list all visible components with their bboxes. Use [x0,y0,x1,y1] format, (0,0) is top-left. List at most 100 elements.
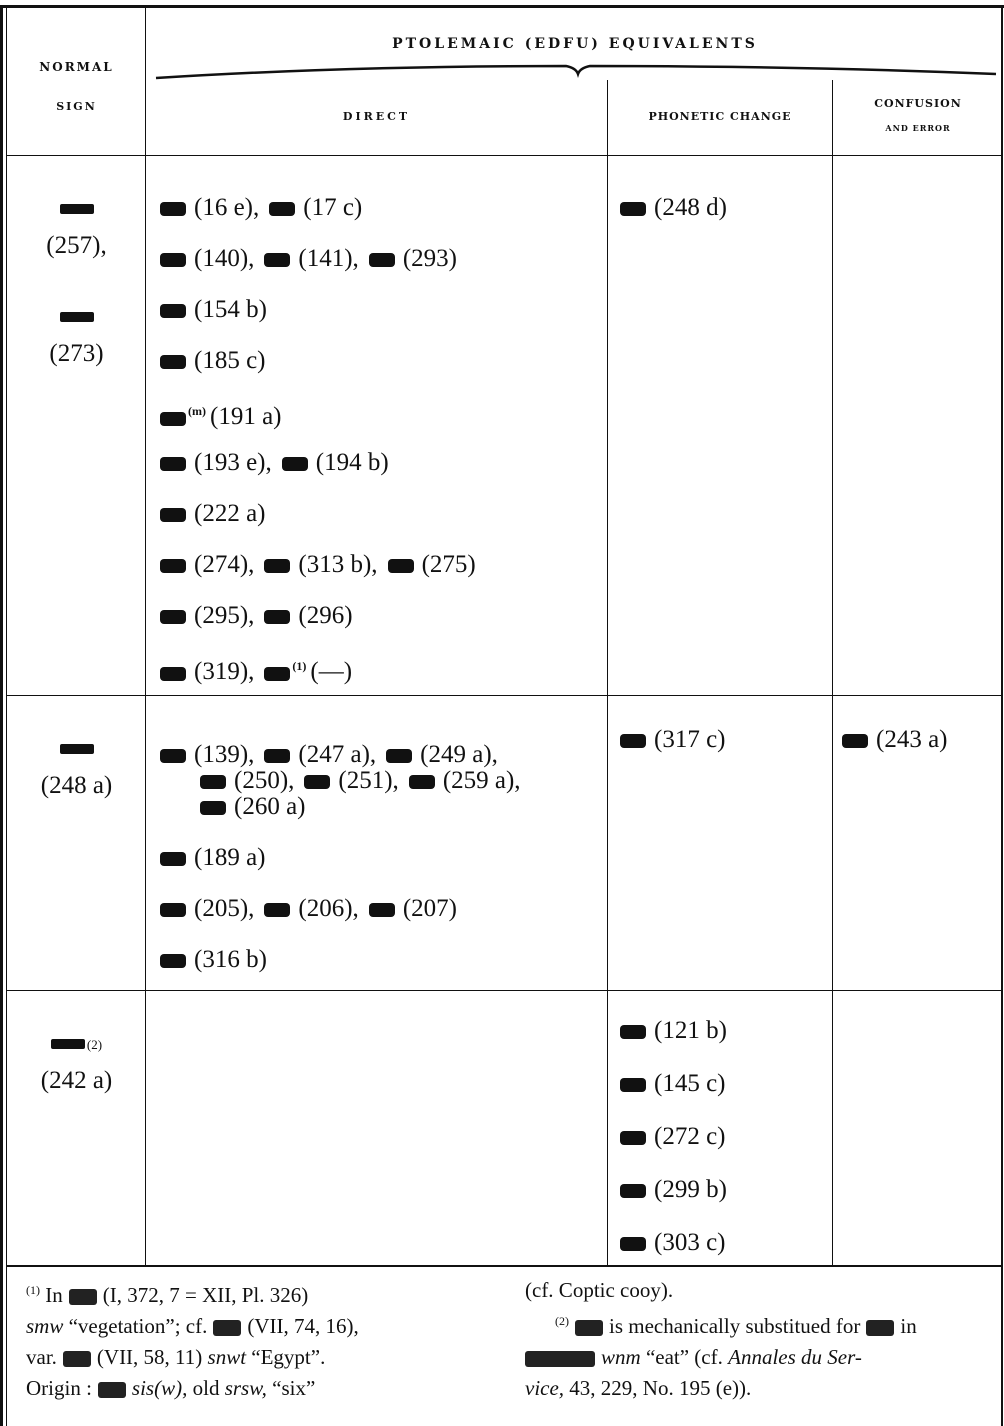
glyph-line [8,301,145,329]
hieroglyph [620,1131,646,1146]
reference: (141), [298,245,359,272]
entry: (154 b) [160,296,267,323]
rule [7,990,1002,991]
entry-line: (222 a) [160,488,607,539]
rule [7,155,1002,156]
reference: (140), [194,245,255,272]
text: snwt [207,1345,247,1369]
text: var. [26,1345,57,1369]
hieroglyph [160,852,186,867]
reference: (—) [310,658,353,686]
text: (cf. Coptic cooy). [525,1278,674,1302]
reference: (257), [46,232,107,259]
entry: (194 b) [281,449,389,476]
entry: (185 c) [160,347,266,374]
text: 43, 229, No. 195 (e)). [569,1376,752,1400]
entry-line: (193 e), (194 b) [160,437,607,488]
hieroglyph [620,1025,646,1040]
entry: (248 d) [620,194,727,221]
reference: (247 a), [298,741,377,768]
hieroglyph [160,411,186,426]
reference: (273) [49,340,104,367]
text: wnm [601,1345,641,1369]
superscript: (2) [86,1037,103,1052]
rule [607,80,608,1265]
phonetic-cell: (248 d) [620,155,832,695]
reference: (274), [194,551,255,578]
reference: (193 e), [194,449,272,476]
hieroglyph [160,903,186,918]
note-mark: (2) [555,1314,569,1328]
entry-line: (250), (251), (259 a), [160,768,607,794]
header: AND ERROR [885,123,951,133]
hieroglyph [620,734,646,749]
text: “Egypt”. [251,1345,326,1369]
hieroglyph [160,253,186,268]
hieroglyph [368,253,395,268]
reference: (222 a) [194,500,266,527]
hieroglyph [620,202,646,217]
glyph-line [8,733,145,761]
entry: (303 c) [620,1229,726,1256]
confusion-cell: (243 a) [842,695,1004,990]
entry: (140), [160,245,254,272]
hieroglyph [50,1039,85,1049]
direct-cell: (16 e), (17 c) (140), (141), (293) (154 b) (18… [160,155,607,695]
reference: (259 a), [442,767,521,794]
entry: (207) [368,895,457,922]
entry-line: (205), (206), (207) [160,883,607,934]
entry: (299 b) [620,1176,727,1203]
normal-cell: (2) (242 a) [8,1028,145,1106]
rule [7,695,1002,696]
reference: (16 e), [194,194,260,221]
hieroglyph [59,744,94,754]
hieroglyph [160,457,186,472]
hieroglyph [59,312,94,322]
entry: (189 a) [160,844,266,871]
phonetic-cell: (317 c) [620,695,832,990]
reference: (260 a) [234,793,306,820]
reference: (185 c) [194,347,266,374]
reference: (207) [402,895,457,922]
reference: (17 c) [303,194,363,221]
text: (I, 372, 7 = XII, Pl. 326) [102,1283,309,1307]
entry-line: (16 e), (17 c) [160,182,607,233]
entry-line: (243 a) [842,727,1004,753]
hieroglyph [264,749,291,764]
hieroglyph [620,1237,646,1252]
rule [0,5,1004,8]
superscript: (1) [292,659,307,673]
hieroglyph [160,202,186,217]
rule [145,8,146,1265]
hieroglyph [304,775,331,790]
rule [1001,5,1003,1426]
hieroglyph [160,666,186,681]
hieroglyph [264,610,291,625]
entry: (222 a) [160,500,266,527]
reference: (275) [421,551,476,578]
hieroglyph [160,559,186,574]
header: PTOLEMAIC (EDFU) EQUIVALENTS [392,36,758,52]
entry: (16 e), [160,194,259,221]
footnote: (cf. Coptic cooy). (2) is mechanically su… [525,1275,917,1404]
reference: (242 a) [40,1067,113,1094]
text: Annales du Ser- [728,1345,862,1369]
reference: (316 b) [194,946,267,973]
entry-line: (154 b) [160,284,607,335]
glyph-line: (2) [8,1028,145,1056]
reference: (296) [298,602,353,629]
header: SIGN [56,100,97,113]
hieroglyph [160,954,186,969]
entry-line: (316 b) [160,934,607,985]
entry: (296) [264,602,353,629]
confusion-cell [842,990,1004,1265]
entry-line: (140), (141), (293) [160,233,607,284]
hieroglyph [68,1289,97,1306]
reference: (206), [298,895,359,922]
rule [832,80,833,1265]
reference: (295), [194,602,255,629]
entry: (121 b) [620,1017,727,1044]
header: DIRECT [342,110,411,123]
text: “vegetation”; cf. [68,1314,208,1338]
